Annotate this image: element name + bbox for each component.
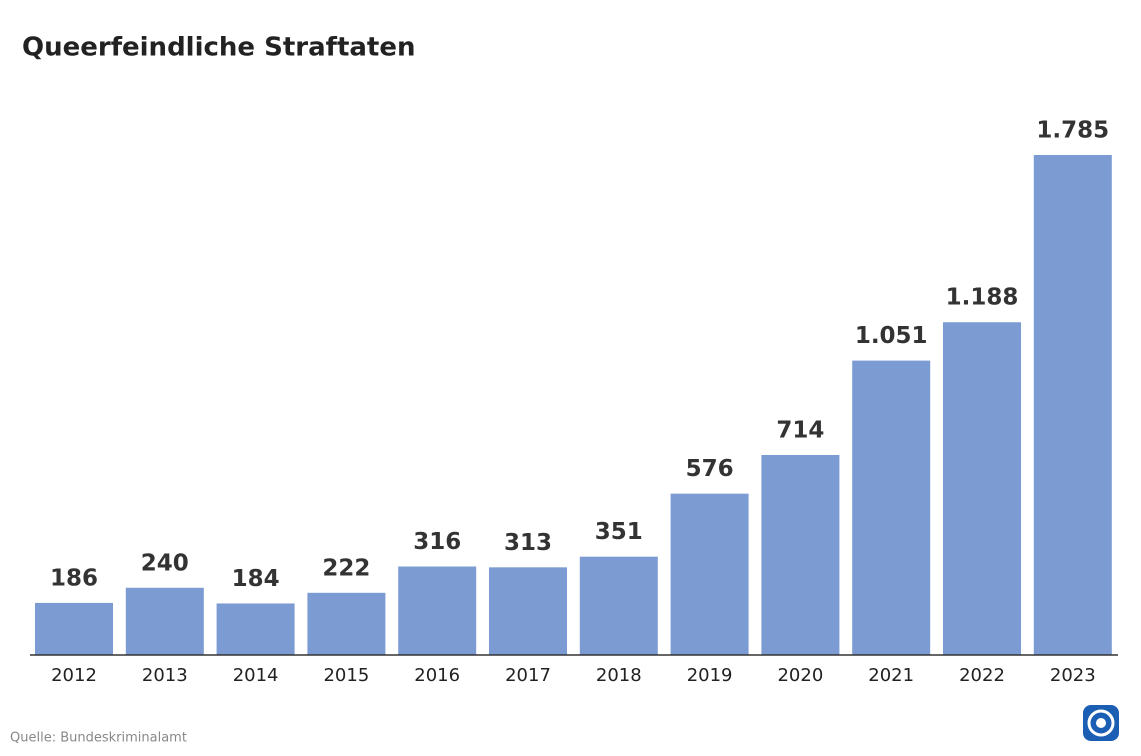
bar: [307, 592, 386, 655]
bar: [852, 360, 931, 655]
value-label: 1.188: [946, 285, 1019, 311]
logo: [1083, 705, 1119, 741]
bar: [670, 493, 749, 655]
bar: [943, 322, 1021, 655]
value-label: 1.785: [1036, 118, 1109, 144]
bar: [216, 603, 295, 655]
x-tick-label: 2021: [868, 665, 914, 686]
x-tick-label: 2020: [777, 665, 823, 686]
x-tick-label: 2022: [959, 665, 1005, 686]
x-tick-label: 2015: [323, 665, 369, 686]
x-tick-label: 2019: [687, 665, 733, 686]
value-label: 714: [776, 418, 824, 444]
x-tick-label: 2014: [233, 665, 279, 686]
value-label: 186: [50, 565, 98, 591]
bar: [35, 602, 113, 655]
x-tick-label: 2012: [51, 665, 97, 686]
value-label: 351: [595, 519, 643, 545]
value-label: 316: [413, 529, 461, 555]
x-tick-label: 2013: [142, 665, 188, 686]
bar: [1033, 155, 1112, 655]
x-tick-label: 2016: [414, 665, 460, 686]
source: Quelle: Bundeskriminalamt: [10, 731, 187, 746]
value-label: 1.051: [855, 323, 928, 349]
x-tick-label: 2018: [596, 665, 642, 686]
bar: [398, 566, 477, 655]
bar: [579, 556, 658, 655]
x-tick-label: 2023: [1050, 665, 1096, 686]
chart-title: Queerfeindliche Straftaten: [22, 33, 416, 63]
value-label: 313: [504, 530, 552, 556]
bar: [125, 587, 204, 655]
value-label: 222: [322, 555, 370, 581]
bar: [761, 455, 840, 655]
value-label: 576: [686, 456, 734, 482]
value-label: 184: [232, 566, 280, 592]
value-label: 240: [141, 550, 189, 576]
x-tick-label: 2017: [505, 665, 551, 686]
bar: [489, 567, 567, 655]
